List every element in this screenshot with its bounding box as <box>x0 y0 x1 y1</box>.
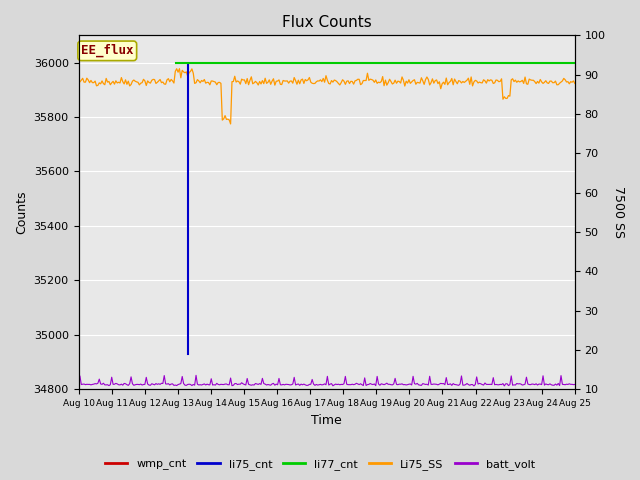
Legend: wmp_cnt, li75_cnt, li77_cnt, Li75_SS, batt_volt: wmp_cnt, li75_cnt, li77_cnt, Li75_SS, ba… <box>100 455 540 474</box>
Y-axis label: Counts: Counts <box>15 191 28 234</box>
Text: EE_flux: EE_flux <box>81 44 134 58</box>
Title: Flux Counts: Flux Counts <box>282 15 372 30</box>
X-axis label: Time: Time <box>311 414 342 427</box>
Y-axis label: 7500 SS: 7500 SS <box>612 186 625 239</box>
